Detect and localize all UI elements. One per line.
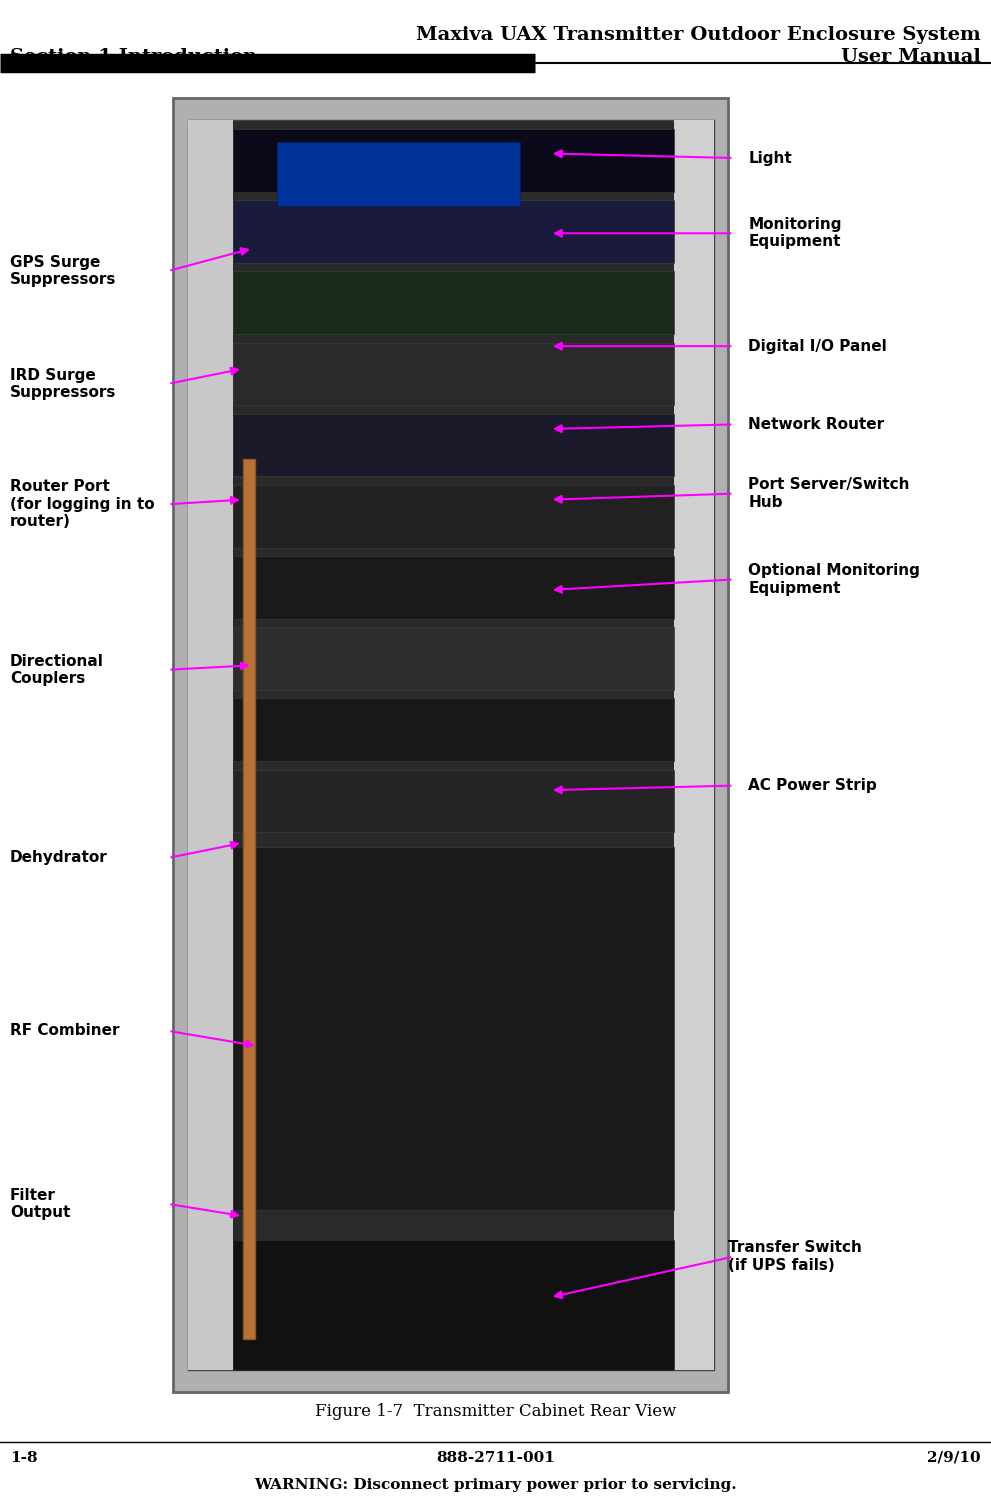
Text: Optional Monitoring
Equipment: Optional Monitoring Equipment xyxy=(748,563,920,596)
Text: Section 1 Introduction: Section 1 Introduction xyxy=(10,48,257,66)
Text: GPS Surge
Suppressors: GPS Surge Suppressors xyxy=(10,254,116,287)
Bar xyxy=(233,847,674,1210)
Text: Port Server/Switch
Hub: Port Server/Switch Hub xyxy=(748,477,910,510)
Bar xyxy=(233,414,674,476)
Text: Digital I/O Panel: Digital I/O Panel xyxy=(748,339,887,354)
Bar xyxy=(188,120,714,1370)
Text: Light: Light xyxy=(748,150,792,166)
Bar xyxy=(188,120,233,1370)
Bar xyxy=(233,628,674,689)
Text: Directional
Couplers: Directional Couplers xyxy=(10,653,104,686)
Text: Network Router: Network Router xyxy=(748,417,884,432)
Bar xyxy=(674,120,714,1370)
Text: User Manual: User Manual xyxy=(841,48,981,66)
Text: 2/9/10: 2/9/10 xyxy=(928,1451,981,1464)
Text: AC Power Strip: AC Power Strip xyxy=(748,778,877,793)
Text: Router Port
(for logging in to
router): Router Port (for logging in to router) xyxy=(10,479,155,530)
Bar xyxy=(233,129,674,191)
Text: Filter
Output: Filter Output xyxy=(10,1187,70,1221)
Text: 1-8: 1-8 xyxy=(10,1451,38,1464)
Bar xyxy=(233,698,674,762)
Text: Dehydrator: Dehydrator xyxy=(10,850,108,865)
Bar xyxy=(233,343,674,405)
Bar xyxy=(233,555,674,619)
Bar xyxy=(233,271,674,334)
Text: WARNING: Disconnect primary power prior to servicing.: WARNING: Disconnect primary power prior … xyxy=(254,1478,737,1491)
Bar xyxy=(233,200,674,263)
Text: RF Combiner: RF Combiner xyxy=(10,1023,119,1038)
Text: IRD Surge
Suppressors: IRD Surge Suppressors xyxy=(10,367,116,400)
Text: Monitoring
Equipment: Monitoring Equipment xyxy=(748,217,841,250)
Bar xyxy=(233,485,674,548)
Text: 888-2711-001: 888-2711-001 xyxy=(436,1451,555,1464)
Bar xyxy=(233,1240,674,1370)
Bar xyxy=(233,769,674,832)
Bar xyxy=(243,459,255,1339)
Text: Maxiva UAX Transmitter Outdoor Enclosure System: Maxiva UAX Transmitter Outdoor Enclosure… xyxy=(416,26,981,44)
Bar xyxy=(173,98,728,1392)
Text: Figure 1-7  Transmitter Cabinet Rear View: Figure 1-7 Transmitter Cabinet Rear View xyxy=(315,1403,676,1421)
Text: Transfer Switch
(if UPS fails): Transfer Switch (if UPS fails) xyxy=(728,1240,862,1273)
Bar xyxy=(276,141,519,206)
